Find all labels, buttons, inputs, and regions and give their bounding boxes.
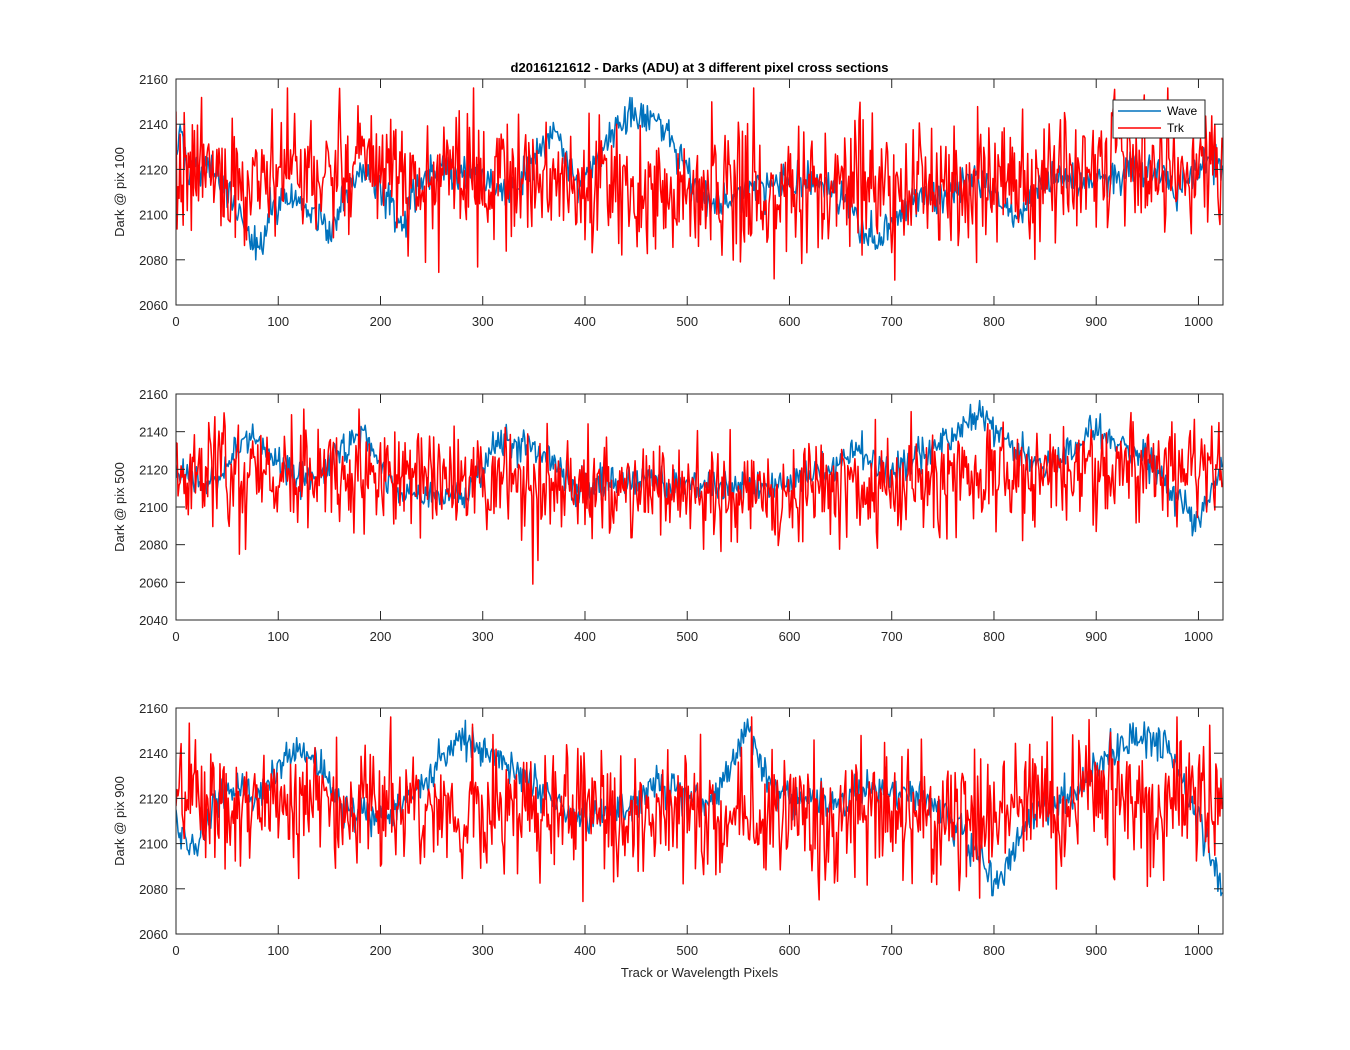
- series-line-trk: [176, 716, 1223, 903]
- y-tick-label: 2060: [139, 927, 168, 942]
- x-tick-label: 700: [881, 314, 903, 329]
- y-axis-label: Dark @ pix 900: [112, 776, 127, 866]
- y-tick-label: 2100: [139, 500, 168, 515]
- y-tick-label: 2160: [139, 72, 168, 87]
- x-tick-label: 900: [1085, 943, 1107, 958]
- series-line-trk: [176, 87, 1223, 281]
- x-tick-label: 300: [472, 629, 494, 644]
- x-tick-label: 0: [172, 314, 179, 329]
- x-tick-label: 800: [983, 943, 1005, 958]
- x-tick-label: 500: [676, 629, 698, 644]
- y-tick-label: 2140: [139, 746, 168, 761]
- y-tick-label: 2160: [139, 387, 168, 402]
- x-tick-label: 100: [267, 943, 289, 958]
- x-tick-label: 1000: [1184, 629, 1213, 644]
- x-tick-label: 600: [779, 629, 801, 644]
- legend: Wave Trk: [1112, 99, 1206, 139]
- y-axis-label: Dark @ pix 500: [112, 462, 127, 552]
- x-tick-label: 900: [1085, 314, 1107, 329]
- x-tick-label: 1000: [1184, 314, 1213, 329]
- y-tick-label: 2040: [139, 613, 168, 628]
- y-tick-label: 2060: [139, 575, 168, 590]
- x-tick-label: 400: [574, 943, 596, 958]
- y-tick-label: 2120: [139, 462, 168, 477]
- y-tick-label: 2120: [139, 162, 168, 177]
- x-tick-label: 200: [370, 943, 392, 958]
- x-axis-label: Track or Wavelength Pixels: [621, 965, 779, 980]
- chart-title: d2016121612 - Darks (ADU) at 3 different…: [511, 60, 889, 75]
- subplot-2: 0 100 200 300 400 500 600 700 800 900 1000 2040 2060…: [112, 387, 1224, 644]
- legend-box: [1112, 99, 1206, 139]
- y-tick-label: 2140: [139, 425, 168, 440]
- y-tick-label: 2080: [139, 538, 168, 553]
- x-tick-label: 500: [676, 314, 698, 329]
- x-tick-label: 100: [267, 629, 289, 644]
- subplot-1: 0 100 200 300 400 500 600 700 800 900 1000 2060 2080…: [112, 60, 1224, 329]
- x-tick-label: 800: [983, 629, 1005, 644]
- y-tick-label: 2140: [139, 117, 168, 132]
- y-tick-label: 2100: [139, 208, 168, 223]
- x-tick-label: 1000: [1184, 943, 1213, 958]
- x-tick-label: 400: [574, 314, 596, 329]
- legend-label-trk: Trk: [1167, 121, 1185, 135]
- series-line-trk: [176, 408, 1223, 585]
- x-tick-label: 300: [472, 943, 494, 958]
- y-tick-label: 2120: [139, 791, 168, 806]
- x-tick-label: 0: [172, 943, 179, 958]
- x-tick-label: 500: [676, 943, 698, 958]
- axes-box: [175, 707, 1224, 935]
- x-tick-label: 300: [472, 314, 494, 329]
- y-tick-label: 2160: [139, 701, 168, 716]
- legend-label-wave: Wave: [1167, 104, 1198, 118]
- x-tick-label: 200: [370, 314, 392, 329]
- x-tick-label: 600: [779, 314, 801, 329]
- y-axis-label: Dark @ pix 100: [112, 147, 127, 237]
- x-tick-label: 600: [779, 943, 801, 958]
- axes-box: [175, 78, 1224, 306]
- subplot-3: 0 100 200 300 400 500 600 700 800 900 1000 2060 2080…: [112, 701, 1224, 980]
- x-tick-label: 700: [881, 629, 903, 644]
- y-tick-label: 2100: [139, 837, 168, 852]
- x-tick-label: 900: [1085, 629, 1107, 644]
- x-tick-label: 100: [267, 314, 289, 329]
- y-tick-label: 2080: [139, 253, 168, 268]
- y-tick-label: 2060: [139, 298, 168, 313]
- y-tick-label: 2080: [139, 882, 168, 897]
- x-tick-label: 200: [370, 629, 392, 644]
- x-tick-label: 800: [983, 314, 1005, 329]
- x-tick-label: 400: [574, 629, 596, 644]
- x-tick-label: 0: [172, 629, 179, 644]
- x-tick-label: 700: [881, 943, 903, 958]
